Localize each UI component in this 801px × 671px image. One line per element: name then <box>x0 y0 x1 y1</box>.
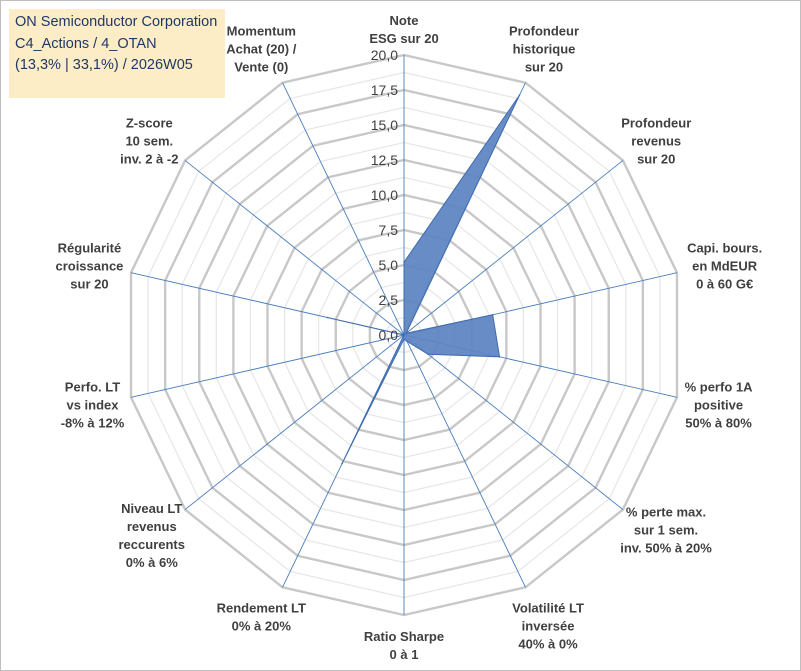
tick-label: 5,0 <box>379 257 399 273</box>
axis-label: Profondeur revenus sur 20 <box>621 115 691 166</box>
data-point <box>498 356 501 358</box>
axis-label-line: Capi. bours. <box>687 241 762 256</box>
axis-label-line: revenus <box>127 519 177 534</box>
axis-label-line: vs index <box>66 397 119 412</box>
axis-spoke <box>282 82 405 336</box>
data-point <box>403 261 405 264</box>
axis-label: Rendement LT 0% à 20% <box>217 600 306 633</box>
data-point <box>491 313 494 316</box>
axis-label-line: inv. 2 à -2 <box>120 151 178 166</box>
axis-label: Note ESG sur 20 <box>369 13 438 46</box>
axis-label-line: reccurents <box>119 537 185 552</box>
tick-label: 17,5 <box>371 82 398 98</box>
axis-label-line: Profondeur <box>621 115 691 130</box>
axis-label: Ratio Sharpe 0 à 1 <box>364 629 444 662</box>
axis-label-layer: Note ESG sur 20 Profondeur historique sur 20… <box>55 13 762 662</box>
axis-label-line: % perte max. <box>626 505 706 520</box>
classification: C4_Actions / 4_OTAN <box>15 35 157 52</box>
axis-label-line: Rendement LT <box>217 600 306 615</box>
axis-label-line: 50% à 80% <box>685 415 752 430</box>
axis-label-line: Niveau LT <box>121 501 182 516</box>
axis-label-line: sur 20 <box>70 277 108 292</box>
axis-label: Profondeur historique sur 20 <box>509 24 579 75</box>
axis-label-line: 0% à 6% <box>126 555 178 570</box>
data-point <box>406 340 408 343</box>
axis-label-line: Vente (0) <box>234 60 288 75</box>
tick-label: 15,0 <box>371 117 398 133</box>
tick-label: 10,0 <box>371 187 398 203</box>
axis-label-line: inversée <box>522 618 575 633</box>
axis-label-line: Momentum <box>227 24 296 39</box>
tick-label: 2,5 <box>379 292 399 308</box>
axis-label-line: 0 à 60 G€ <box>696 277 753 292</box>
axis-label: Volatilité LT inversée 40% à 0% <box>512 600 584 651</box>
axis-label-line: Régularité <box>58 241 122 256</box>
axis-label-line: Achat (20) / <box>226 42 296 57</box>
axis-label: Régularité croissance sur 20 <box>55 241 123 292</box>
tick-label: 12,5 <box>371 152 398 168</box>
data-point <box>403 338 405 341</box>
axis-label-line: positive <box>694 397 743 412</box>
tick-label: 20,0 <box>371 47 398 63</box>
axis-spoke <box>184 334 405 510</box>
tick-label: 7,5 <box>379 222 399 238</box>
axis-label-line: 10 sem. <box>125 133 173 148</box>
axis-label-line: Ratio Sharpe <box>364 629 444 644</box>
axis-label-line: 0% à 20% <box>232 618 292 633</box>
axis-label-line: 40% à 0% <box>518 636 578 651</box>
company-name: ON Semiconductor Corporation <box>15 14 218 30</box>
data-point <box>518 94 521 97</box>
axis-label-line: inv. 50% à 20% <box>620 541 712 556</box>
performance-summary: (13,3% | 33,1%) / 2026W05 <box>15 57 193 73</box>
axis-label: Niveau LT revenus reccurents 0% à 6% <box>119 501 185 570</box>
axis-label-line: % perfo 1A <box>685 379 754 394</box>
axis-label: Momentum Achat (20) / Vente (0) <box>226 24 296 75</box>
axis-label-line: 0 à 1 <box>390 647 419 662</box>
axis-spoke <box>403 160 624 336</box>
axis-label: Perfo. LT vs index -8% à 12% <box>61 379 125 430</box>
axis-label: % perfo 1A positive 50% à 80% <box>685 379 754 430</box>
data-point <box>427 353 429 356</box>
data-point <box>341 462 343 465</box>
tick-label: 0,0 <box>379 327 399 343</box>
axis-label-line: Note <box>390 13 419 28</box>
axis-label-line: sur 1 sem. <box>634 523 698 538</box>
axis-label-line: -8% à 12% <box>61 415 125 430</box>
axis-label-line: Volatilité LT <box>512 600 584 615</box>
axis-label-line: Profondeur <box>509 24 579 39</box>
axis-label: % perte max. sur 1 sem. inv. 50% à 20% <box>620 505 712 556</box>
axis-label-line: en MdEUR <box>692 259 758 274</box>
data-point <box>403 334 405 336</box>
axis-spoke <box>403 334 624 510</box>
axis-spoke <box>184 160 405 336</box>
tick-label-layer: 0,0 2,5 5,0 7,5 10,0 12,5 15,0 17,5 20,0 <box>371 47 398 343</box>
data-point <box>326 316 329 319</box>
series-layer <box>326 94 521 465</box>
data-point <box>405 332 407 335</box>
axis-label-line: sur 20 <box>525 60 563 75</box>
axis-label-line: Z-score <box>126 115 173 130</box>
axis-label-line: Perfo. LT <box>65 379 120 394</box>
axis-label-line: ESG sur 20 <box>369 31 438 46</box>
axis-label-line: croissance <box>55 259 123 274</box>
axis-label-line: sur 20 <box>637 151 675 166</box>
axis-label: Z-score 10 sem. inv. 2 à -2 <box>120 115 178 166</box>
axis-label: Capi. bours. en MdEUR 0 à 60 G€ <box>687 241 762 292</box>
axis-spoke <box>130 334 405 398</box>
chart-title-box: ON Semiconductor Corporation C4_Actions … <box>9 9 225 98</box>
axis-spoke <box>403 334 526 588</box>
axis-label-line: historique <box>513 42 576 57</box>
axis-label-line: revenus <box>631 133 681 148</box>
